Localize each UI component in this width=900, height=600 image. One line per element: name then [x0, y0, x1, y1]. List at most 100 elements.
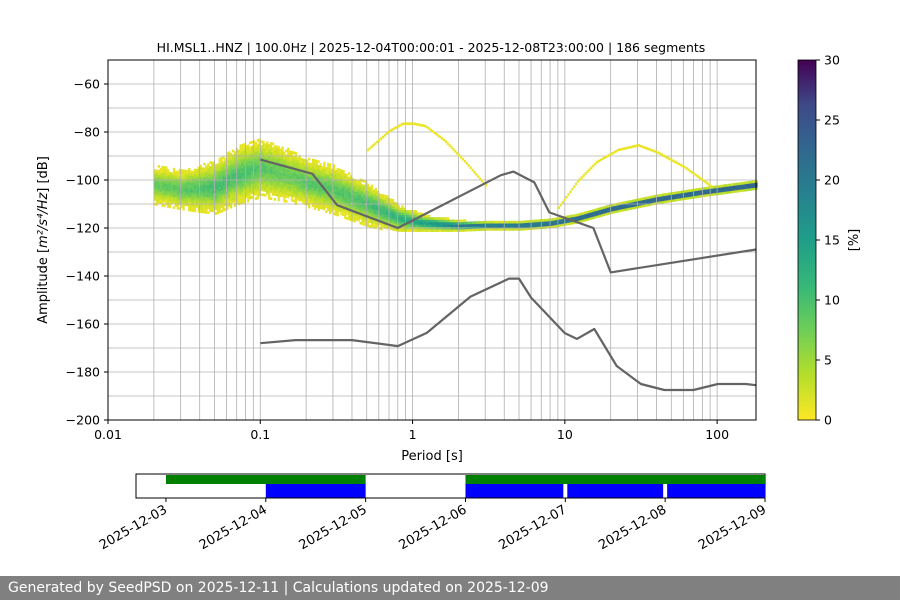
ppsd-cell — [281, 158, 284, 162]
ppsd-cell — [311, 204, 315, 208]
ppsd-cell — [386, 224, 389, 227]
ppsd-cell — [357, 197, 360, 200]
ppsd-cell — [328, 201, 332, 205]
ppsd-cell — [275, 157, 278, 161]
ppsd-cell — [384, 204, 387, 208]
ppsd-cell — [214, 207, 218, 211]
ppsd-cell — [174, 175, 178, 179]
ppsd-cell — [250, 145, 254, 149]
ppsd-cell — [728, 186, 731, 189]
ppsd-cell — [199, 174, 202, 177]
ppsd-cell — [315, 190, 318, 194]
ppsd-cell — [681, 197, 684, 201]
ppsd-cell — [663, 195, 667, 199]
ppsd-cell — [498, 228, 501, 231]
ppsd-cell — [268, 144, 271, 147]
ppsd-cell — [519, 220, 522, 224]
ppsd-cell — [511, 228, 514, 231]
ppsd-cell — [328, 184, 332, 188]
ppsd-cell — [271, 142, 275, 146]
ppsd-cell — [205, 208, 208, 212]
ppsd-cell — [174, 177, 178, 181]
ppsd-cell — [273, 174, 277, 177]
ppsd-cell — [525, 220, 528, 224]
ppsd-cell — [190, 180, 193, 183]
ppsd-cell — [210, 171, 214, 174]
ppsd-cell — [355, 182, 358, 185]
ppsd-cell — [163, 173, 166, 176]
ppsd-cell — [281, 189, 284, 193]
ppsd-cell — [660, 198, 663, 202]
ppsd-cell — [302, 182, 305, 186]
ppsd-cell — [226, 204, 229, 208]
ppsd-cell — [241, 153, 244, 157]
ppsd-cell — [266, 146, 269, 149]
ppsd-cell — [285, 180, 288, 184]
ppsd-cell — [277, 189, 280, 192]
ppsd-cell — [397, 209, 400, 213]
ppsd-cell — [336, 194, 339, 198]
ppsd-cell — [172, 201, 176, 205]
ppsd-cell — [340, 191, 343, 194]
ppsd-cell — [399, 219, 402, 223]
ppsd-cell — [155, 183, 159, 187]
ppsd-cell — [290, 186, 294, 190]
ppsd-cell — [342, 203, 345, 207]
ppsd-cell — [243, 188, 246, 192]
ppsd-cell — [294, 187, 297, 191]
ppsd-cell — [359, 217, 362, 220]
ppsd-cell — [290, 179, 294, 183]
ppsd-cell — [300, 191, 303, 195]
ppsd-cell — [368, 220, 372, 223]
ppsd-cell — [405, 212, 408, 216]
ppsd-cell — [544, 226, 547, 229]
ppsd-cell — [237, 180, 240, 184]
ppsd-cell — [209, 202, 212, 205]
ppsd-cell — [302, 201, 305, 205]
ppsd-cell — [363, 199, 366, 202]
ppsd-cell — [203, 179, 206, 183]
ppsd-cell — [599, 212, 602, 215]
ppsd-cell — [709, 188, 712, 192]
ppsd-cell — [418, 219, 421, 223]
ppsd-cell — [277, 193, 280, 197]
ppsd-cell — [170, 196, 174, 199]
ppsd-cell — [646, 198, 650, 202]
ppsd-cell — [218, 167, 221, 171]
ppsd-cell — [254, 173, 258, 176]
y-tick-label: −180 — [66, 365, 100, 380]
ppsd-cell — [502, 225, 505, 229]
ppsd-cell — [172, 182, 176, 185]
ppsd-cell — [370, 215, 374, 219]
ppsd-cell — [361, 220, 364, 223]
ppsd-excursion-cell — [479, 177, 482, 181]
ppsd-cell — [359, 205, 362, 208]
ppsd-cell — [420, 229, 423, 232]
ppsd-cell — [612, 208, 615, 212]
ppsd-cell — [595, 208, 598, 212]
ppsd-cell — [243, 200, 246, 204]
ppsd-cell — [275, 155, 278, 158]
ppsd-cell — [363, 191, 366, 195]
ppsd-cell — [515, 228, 518, 231]
ppsd-cell — [313, 200, 317, 203]
ppsd-cell — [243, 169, 246, 173]
ppsd-cell — [229, 162, 233, 166]
ppsd-cell — [705, 189, 709, 192]
ppsd-cell — [228, 194, 231, 198]
ppsd-cell — [580, 217, 583, 221]
ppsd-cell — [342, 182, 345, 185]
ppsd-cell — [342, 210, 345, 214]
ppsd-cell — [637, 203, 640, 206]
ppsd-cell — [669, 199, 672, 203]
ppsd-cell — [271, 166, 275, 170]
ppsd-cell — [511, 223, 514, 226]
ppsd-cell — [247, 194, 250, 198]
ppsd-cell — [186, 191, 189, 195]
ppsd-cell — [325, 203, 328, 206]
timeline-tick-label: 2025-12-05 — [297, 502, 370, 553]
ppsd-cell — [355, 218, 358, 221]
ppsd-cell — [250, 186, 254, 190]
ppsd-cell — [237, 197, 240, 201]
ppsd-cell — [159, 201, 162, 205]
